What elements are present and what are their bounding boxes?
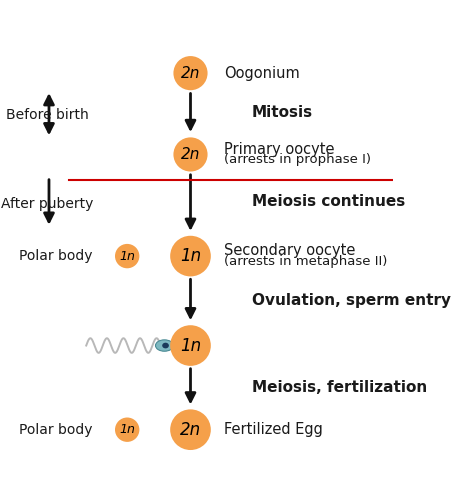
Text: Polar body: Polar body: [19, 422, 93, 436]
Circle shape: [170, 410, 211, 450]
Ellipse shape: [162, 342, 169, 348]
Text: (arrests in prophase I): (arrests in prophase I): [224, 153, 371, 166]
Text: 1n: 1n: [119, 423, 135, 436]
Circle shape: [115, 418, 139, 442]
Circle shape: [170, 236, 211, 277]
Ellipse shape: [155, 340, 174, 351]
Text: Before birth: Before birth: [6, 108, 88, 122]
Circle shape: [115, 244, 139, 268]
Text: 2n: 2n: [181, 66, 200, 80]
Text: 1n: 1n: [180, 247, 201, 265]
Text: Secondary oocyte: Secondary oocyte: [224, 244, 355, 258]
Circle shape: [174, 56, 207, 90]
Text: Meiosis continues: Meiosis continues: [252, 194, 405, 208]
Text: Fertilized Egg: Fertilized Egg: [224, 422, 323, 437]
Text: After puberty: After puberty: [1, 198, 93, 211]
Text: 2n: 2n: [180, 420, 201, 438]
Text: Polar body: Polar body: [19, 249, 93, 263]
Text: Oogonium: Oogonium: [224, 66, 300, 80]
Text: 1n: 1n: [119, 250, 135, 262]
Text: 2n: 2n: [181, 147, 200, 162]
Circle shape: [174, 138, 207, 172]
Text: Primary oocyte: Primary oocyte: [224, 142, 334, 156]
Text: Ovulation, sperm entry: Ovulation, sperm entry: [252, 294, 451, 308]
Circle shape: [170, 325, 211, 366]
Text: (arrests in metaphase II): (arrests in metaphase II): [224, 255, 387, 268]
Text: Mitosis: Mitosis: [252, 105, 313, 120]
Text: Meiosis, fertilization: Meiosis, fertilization: [252, 380, 427, 395]
Text: 1n: 1n: [180, 336, 201, 354]
